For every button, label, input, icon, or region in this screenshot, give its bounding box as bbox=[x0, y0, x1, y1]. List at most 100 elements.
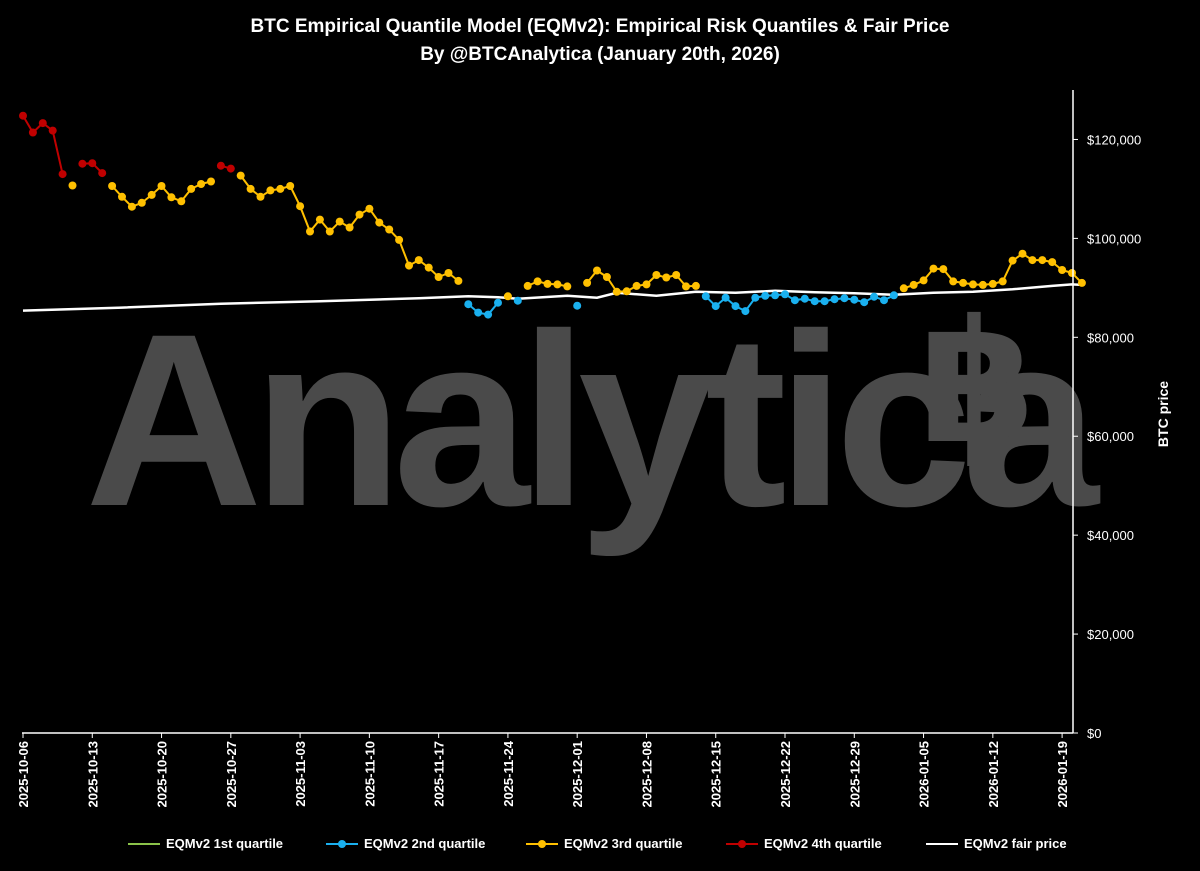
point-q2 bbox=[830, 295, 839, 304]
y-tick-label: $120,000 bbox=[1087, 132, 1141, 147]
point-q3 bbox=[355, 210, 364, 219]
point-q3 bbox=[593, 266, 601, 275]
point-q2 bbox=[573, 301, 582, 310]
point-q3 bbox=[672, 271, 681, 279]
legend-swatch-q2 bbox=[326, 837, 358, 851]
point-q2 bbox=[840, 294, 849, 303]
point-q3 bbox=[563, 282, 572, 291]
x-tick-label: 2026-01-12 bbox=[986, 741, 1001, 808]
x-tick-label: 2025-10-13 bbox=[85, 741, 100, 808]
x-tick-label: 2025-12-22 bbox=[778, 741, 793, 808]
chart-title: BTC Empirical Quantile Model (EQMv2): Em… bbox=[250, 16, 950, 37]
point-q3 bbox=[662, 273, 671, 282]
y-axis-label: BTC price bbox=[1155, 381, 1171, 447]
point-q3 bbox=[266, 186, 275, 195]
legend-item-q1: EQMv2 1st quartile bbox=[128, 836, 283, 851]
legend-swatch-q4 bbox=[726, 837, 758, 851]
point-q3 bbox=[137, 198, 146, 207]
point-q3 bbox=[939, 265, 948, 274]
point-q2 bbox=[513, 296, 522, 305]
point-q2 bbox=[761, 291, 770, 300]
point-q3 bbox=[127, 202, 136, 211]
point-q3 bbox=[1008, 256, 1017, 265]
point-q3 bbox=[929, 264, 938, 273]
point-q3 bbox=[236, 171, 245, 180]
legend-label-q4: EQMv2 4th quartile bbox=[764, 836, 882, 851]
y-tick-label: $100,000 bbox=[1087, 231, 1141, 246]
point-q3 bbox=[503, 292, 512, 301]
point-q3 bbox=[1018, 249, 1027, 258]
legend-label-q1: EQMv2 1st quartile bbox=[166, 836, 284, 851]
legend-swatch-q1 bbox=[128, 837, 160, 851]
point-q2 bbox=[820, 297, 829, 306]
series-q2 bbox=[464, 290, 898, 319]
point-q3 bbox=[187, 184, 196, 193]
point-q3 bbox=[306, 227, 314, 236]
point-q3 bbox=[395, 235, 404, 244]
chart-subtitle: By @BTCAnalytica (January 20th, 2026) bbox=[420, 44, 780, 65]
x-tick-label: 2025-10-20 bbox=[155, 741, 170, 808]
watermark-bitcoin-symbol: ฿ bbox=[918, 288, 1037, 478]
point-q3 bbox=[434, 273, 443, 281]
legend-label-q2: EQMv2 2nd quartile bbox=[364, 836, 486, 851]
point-q3 bbox=[108, 182, 117, 190]
point-q3 bbox=[632, 281, 641, 290]
x-tick-label: 2025-11-24 bbox=[501, 740, 516, 807]
point-q3 bbox=[118, 192, 126, 201]
point-q2 bbox=[850, 295, 859, 304]
legend-item-fair: EQMv2 fair price bbox=[926, 836, 1067, 851]
point-q3 bbox=[998, 277, 1007, 286]
point-q3 bbox=[909, 280, 918, 289]
point-q3 bbox=[1077, 278, 1086, 287]
point-q2 bbox=[741, 307, 750, 316]
point-q3 bbox=[365, 204, 374, 213]
point-q3 bbox=[543, 279, 552, 288]
point-q3 bbox=[405, 261, 413, 270]
point-q3 bbox=[147, 190, 156, 199]
point-q3 bbox=[969, 280, 977, 289]
point-q3 bbox=[246, 184, 255, 193]
point-q4 bbox=[48, 126, 57, 135]
x-tick-label: 2025-12-01 bbox=[570, 741, 585, 808]
point-q3 bbox=[375, 218, 384, 227]
point-q3 bbox=[256, 192, 265, 201]
point-q3 bbox=[642, 280, 651, 289]
x-tick-label: 2025-12-15 bbox=[709, 741, 724, 808]
point-q2 bbox=[810, 297, 819, 306]
point-q2 bbox=[781, 290, 789, 299]
legend: EQMv2 1st quartile EQMv2 2nd quartile EQ… bbox=[0, 836, 1200, 856]
point-q2 bbox=[860, 298, 869, 307]
point-q2 bbox=[464, 300, 473, 309]
point-q3 bbox=[533, 277, 542, 286]
point-q3 bbox=[385, 225, 394, 234]
point-q3 bbox=[988, 279, 997, 288]
point-q3 bbox=[1068, 269, 1076, 277]
point-q2 bbox=[889, 291, 898, 300]
point-q2 bbox=[494, 298, 502, 307]
point-q3 bbox=[414, 256, 423, 265]
point-q3 bbox=[345, 223, 354, 232]
y-tick-label: $40,000 bbox=[1087, 528, 1134, 543]
point-q3 bbox=[682, 282, 690, 291]
point-q3 bbox=[1038, 256, 1047, 265]
point-q3 bbox=[424, 263, 433, 272]
point-q3 bbox=[612, 287, 621, 296]
legend-item-q2: EQMv2 2nd quartile bbox=[326, 836, 485, 851]
point-q3 bbox=[1028, 256, 1037, 265]
point-q2 bbox=[870, 292, 879, 301]
point-q3 bbox=[68, 181, 77, 190]
point-q3 bbox=[959, 278, 968, 287]
point-q4 bbox=[78, 159, 87, 168]
point-q3 bbox=[296, 202, 305, 211]
point-q3 bbox=[949, 277, 958, 286]
point-q3 bbox=[167, 193, 176, 202]
x-tick-label: 2025-12-08 bbox=[639, 741, 654, 808]
point-q3 bbox=[553, 280, 562, 289]
x-tick-label: 2025-10-06 bbox=[16, 741, 31, 808]
legend-item-q4: EQMv2 4th quartile bbox=[726, 836, 882, 851]
watermark-text: Analytica bbox=[85, 283, 1099, 558]
point-q2 bbox=[721, 293, 730, 302]
point-q3 bbox=[444, 269, 453, 277]
y-tick-label: $0 bbox=[1087, 726, 1101, 741]
